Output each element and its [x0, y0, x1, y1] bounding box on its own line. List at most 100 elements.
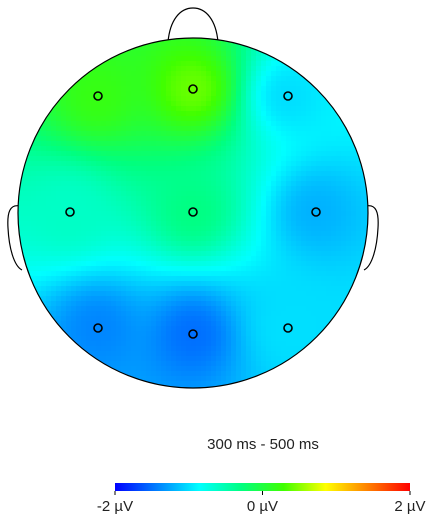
field-cell — [31, 196, 37, 202]
field-cell — [61, 281, 67, 287]
field-cell — [286, 41, 292, 47]
field-cell — [251, 106, 257, 112]
field-cell — [171, 176, 177, 182]
field-cell — [266, 141, 272, 147]
field-cell — [81, 51, 87, 57]
field-cell — [71, 121, 77, 127]
field-cell — [341, 356, 347, 362]
field-cell — [201, 111, 207, 117]
field-cell — [26, 291, 32, 297]
field-cell — [81, 371, 87, 377]
field-cell — [46, 301, 52, 307]
field-cell — [246, 111, 252, 117]
field-cell — [56, 246, 62, 252]
field-cell — [231, 251, 237, 257]
field-cell — [56, 56, 62, 62]
field-cell — [331, 241, 337, 247]
field-cell — [346, 251, 352, 257]
field-cell — [356, 221, 362, 227]
field-cell — [326, 326, 332, 332]
field-cell — [16, 61, 22, 67]
field-cell — [331, 131, 337, 137]
field-cell — [86, 221, 92, 227]
field-cell — [76, 46, 82, 52]
field-cell — [41, 156, 47, 162]
field-cell — [31, 231, 37, 237]
field-cell — [146, 226, 152, 232]
field-cell — [86, 366, 92, 372]
field-cell — [26, 196, 32, 202]
field-cell — [331, 171, 337, 177]
field-cell — [111, 271, 117, 277]
field-cell — [166, 321, 172, 327]
field-cell — [356, 186, 362, 192]
field-cell — [181, 256, 187, 262]
field-cell — [346, 121, 352, 127]
field-cell — [366, 291, 372, 297]
field-cell — [231, 316, 237, 322]
field-cell — [31, 166, 37, 172]
field-cell — [51, 371, 57, 377]
field-cell — [206, 196, 212, 202]
field-cell — [321, 321, 327, 327]
field-cell — [106, 326, 112, 332]
field-cell — [261, 276, 267, 282]
field-cell — [181, 61, 187, 67]
field-cell — [116, 381, 122, 387]
field-cell — [196, 301, 202, 307]
field-cell — [261, 46, 267, 52]
field-cell — [21, 96, 27, 102]
field-cell — [301, 301, 307, 307]
field-cell — [166, 191, 172, 197]
field-cell — [176, 76, 182, 82]
field-cell — [186, 251, 192, 257]
field-cell — [61, 186, 67, 192]
field-cell — [216, 106, 222, 112]
field-cell — [341, 281, 347, 287]
field-cell — [246, 321, 252, 327]
field-cell — [106, 341, 112, 347]
field-cell — [231, 51, 237, 57]
field-cell — [156, 231, 162, 237]
field-cell — [351, 336, 357, 342]
field-cell — [216, 241, 222, 247]
field-cell — [166, 306, 172, 312]
field-cell — [236, 66, 242, 72]
field-cell — [131, 211, 137, 217]
field-cell — [141, 266, 147, 272]
field-cell — [131, 56, 137, 62]
field-cell — [106, 281, 112, 287]
field-cell — [266, 206, 272, 212]
field-cell — [171, 171, 177, 177]
field-cell — [16, 76, 22, 82]
field-cell — [31, 311, 37, 317]
field-cell — [71, 266, 77, 272]
field-cell — [111, 111, 117, 117]
field-cell — [171, 136, 177, 142]
field-cell — [181, 156, 187, 162]
field-cell — [176, 126, 182, 132]
field-cell — [286, 336, 292, 342]
field-cell — [216, 101, 222, 107]
field-cell — [281, 81, 287, 87]
field-cell — [211, 266, 217, 272]
field-cell — [221, 166, 227, 172]
field-cell — [116, 171, 122, 177]
field-cell — [81, 376, 87, 382]
field-cell — [251, 126, 257, 132]
field-cell — [56, 296, 62, 302]
field-cell — [81, 96, 87, 102]
field-cell — [276, 151, 282, 157]
field-cell — [146, 296, 152, 302]
field-cell — [201, 151, 207, 157]
field-cell — [226, 91, 232, 97]
field-cell — [21, 311, 27, 317]
field-cell — [161, 56, 167, 62]
field-cell — [241, 256, 247, 262]
field-cell — [281, 196, 287, 202]
field-cell — [206, 101, 212, 107]
field-cell — [206, 116, 212, 122]
field-cell — [281, 376, 287, 382]
field-cell — [91, 126, 97, 132]
field-cell — [41, 231, 47, 237]
